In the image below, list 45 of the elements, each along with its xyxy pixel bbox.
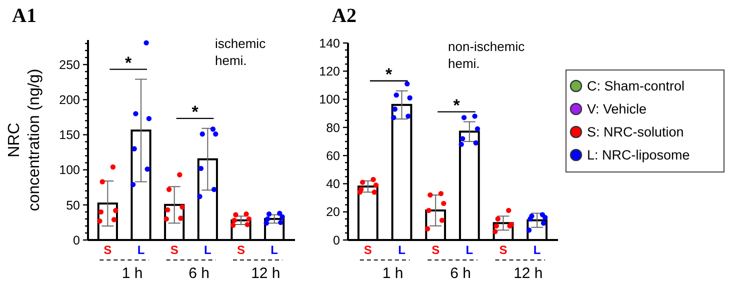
text: 6 h bbox=[188, 265, 210, 282]
y-tick-label: 150 bbox=[59, 128, 80, 142]
legend-label: L: NRC-liposome bbox=[587, 148, 690, 163]
y-tick-label: 120 bbox=[319, 64, 340, 79]
x-tick-label: L bbox=[533, 243, 541, 257]
x-tick-label: L bbox=[204, 243, 212, 257]
legend-label: S: NRC-solution bbox=[587, 124, 684, 140]
y-tick-label: 100 bbox=[59, 163, 80, 178]
y-tick-label: 40 bbox=[326, 177, 340, 192]
chart-title: A2 bbox=[332, 5, 356, 27]
y-tick-label: 20 bbox=[326, 205, 340, 220]
x-tick-label: S bbox=[236, 243, 246, 257]
y-tick-label: 140 bbox=[319, 36, 340, 50]
annotation: * bbox=[125, 53, 132, 72]
y-tick-label: 0 bbox=[333, 233, 340, 248]
x-tick-label: L bbox=[137, 243, 145, 257]
y-tick-label: 200 bbox=[59, 93, 80, 108]
text: 1 h bbox=[122, 265, 143, 282]
annotation: ischemic hemi. bbox=[215, 36, 266, 68]
x-tick-label: S bbox=[364, 243, 372, 257]
y-tick-label: 60 bbox=[326, 148, 340, 163]
text: 12 h bbox=[251, 265, 280, 282]
y-tick-label: 250 bbox=[59, 58, 80, 72]
y-tick-label: 0 bbox=[73, 233, 80, 248]
x-tick-label: S bbox=[432, 243, 440, 257]
legend-label: C: Sham-control bbox=[587, 78, 685, 94]
annotation: * bbox=[192, 102, 199, 122]
y-axis-title: NRC concentration (ng/g) bbox=[6, 68, 43, 212]
legend-label: V: Vehicle bbox=[587, 102, 647, 117]
annotation: * bbox=[453, 96, 460, 115]
x-tick-label: S bbox=[104, 243, 112, 257]
y-tick-label: 50 bbox=[66, 198, 80, 212]
annotation: * bbox=[386, 64, 393, 84]
text: 12 h bbox=[514, 265, 543, 282]
chart-title: A1 bbox=[12, 5, 36, 27]
text: 6 h bbox=[450, 265, 471, 282]
x-tick-label: L bbox=[270, 243, 278, 257]
annotation: non-ischemic hemi. bbox=[448, 39, 526, 71]
text: 1 h bbox=[382, 265, 404, 282]
y-tick-label: 100 bbox=[319, 92, 340, 107]
x-tick-label: S bbox=[499, 243, 508, 257]
x-tick-label: S bbox=[170, 243, 178, 257]
x-tick-label: L bbox=[398, 243, 406, 257]
x-tick-label: L bbox=[466, 243, 474, 257]
y-tick-label: 80 bbox=[326, 120, 340, 135]
